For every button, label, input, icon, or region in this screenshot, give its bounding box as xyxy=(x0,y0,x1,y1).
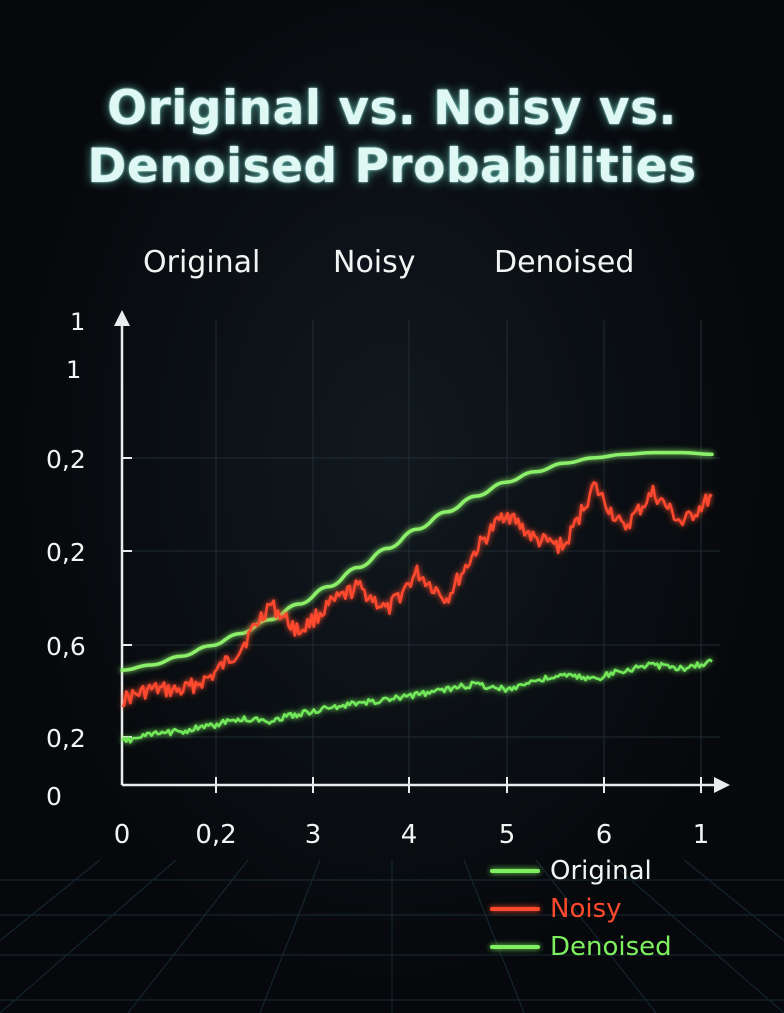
y-tick-label: 0,2 xyxy=(46,724,86,753)
series-line-denoised xyxy=(121,658,713,744)
y-axis-arrow xyxy=(114,310,130,326)
legend-swatch-denoised xyxy=(490,945,540,949)
x-tick-label: 1 xyxy=(693,820,710,850)
legend-label-original: Original xyxy=(550,856,652,886)
series-lines xyxy=(120,450,714,744)
top-legend-noisy: Noisy xyxy=(333,245,416,280)
x-axis-arrow xyxy=(714,777,730,793)
x-tick-label: 4 xyxy=(401,820,418,850)
chart-title: Original vs. Noisy vs. Denoised Probabil… xyxy=(0,80,784,196)
y-tick-label: 0,2 xyxy=(46,445,86,474)
top-legend-original: Original xyxy=(143,245,261,280)
top-legend-denoised: Denoised xyxy=(494,245,635,280)
y-tick-label: 0,2 xyxy=(46,538,86,567)
legend-item-original: Original xyxy=(490,852,672,890)
y-tick-label: 0 xyxy=(46,782,62,811)
legend-item-denoised: Denoised xyxy=(490,928,672,966)
x-tick-label: 0 xyxy=(114,820,131,850)
legend: Original Noisy Denoised xyxy=(490,852,672,966)
x-tick-label: 3 xyxy=(305,820,322,850)
y-tick-label: 0,6 xyxy=(46,632,86,661)
chart-title-line1: Original vs. Noisy vs. xyxy=(107,81,677,136)
grid-lines xyxy=(122,320,720,785)
x-tick-label: 5 xyxy=(499,820,516,850)
x-tick-label: 0,2 xyxy=(195,820,236,850)
legend-label-denoised: Denoised xyxy=(550,932,672,962)
y-tick-label: 1 xyxy=(66,356,81,384)
legend-label-noisy: Noisy xyxy=(550,894,622,924)
legend-item-noisy: Noisy xyxy=(490,890,672,928)
series-line-noisy xyxy=(121,481,713,708)
legend-swatch-noisy xyxy=(490,907,540,911)
chart-title-line2: Denoised Probabilities xyxy=(87,139,697,194)
y-tick-label: 1 xyxy=(70,308,85,336)
x-tick-label: 6 xyxy=(596,820,613,850)
tick-labels: 0 0,2 3 4 5 6 1 0 0,2 0,6 0,2 0,2 1 1 xyxy=(46,308,709,850)
series-line-original xyxy=(120,450,714,672)
legend-swatch-original xyxy=(490,869,540,873)
